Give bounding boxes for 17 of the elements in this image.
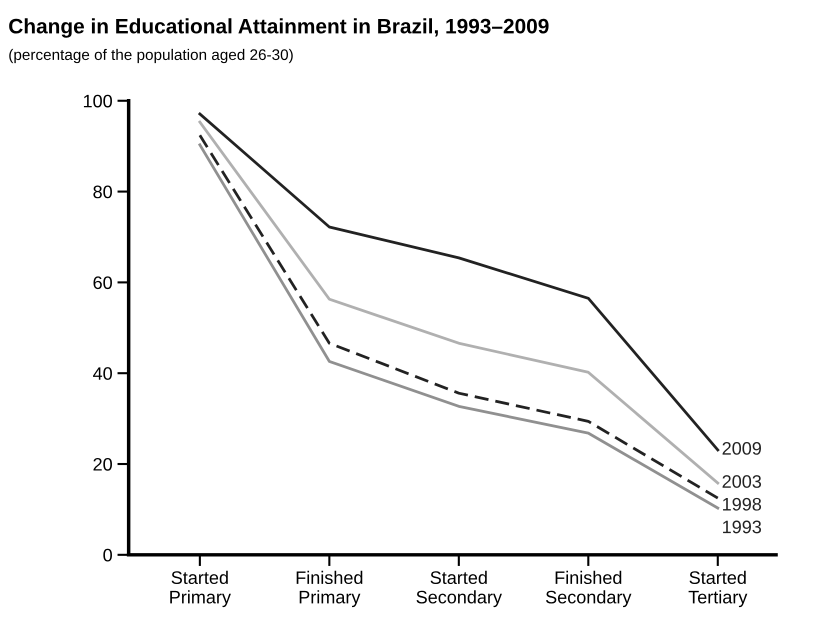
x-tick-label: Finished Secondary xyxy=(546,570,632,608)
y-tick-label: 20 xyxy=(94,458,112,471)
y-tick-label: 40 xyxy=(93,367,112,380)
y-tick-label: 100 xyxy=(84,94,112,108)
y-tick-label: 80 xyxy=(93,186,112,198)
chart-title: Change in Educational Attainment in Brazil, 1993–2009 xyxy=(9,18,549,38)
series-label: 2009 xyxy=(722,442,761,455)
chart-subtitle: (percentage of the population aged 26-30) xyxy=(9,48,293,64)
y-tick-label: 0 xyxy=(103,548,112,562)
x-tick-label: Finished Primary xyxy=(296,570,362,608)
series-label: 1998 xyxy=(723,498,762,511)
x-tick-label: Started Tertiary xyxy=(688,570,748,608)
series-label: 1993 xyxy=(723,520,762,534)
x-tick-label: Started Primary xyxy=(170,570,231,608)
x-tick-label: Started Secondary xyxy=(416,570,502,608)
y-tick-label: 60 xyxy=(94,276,112,290)
series-label: 2003 xyxy=(722,475,762,488)
